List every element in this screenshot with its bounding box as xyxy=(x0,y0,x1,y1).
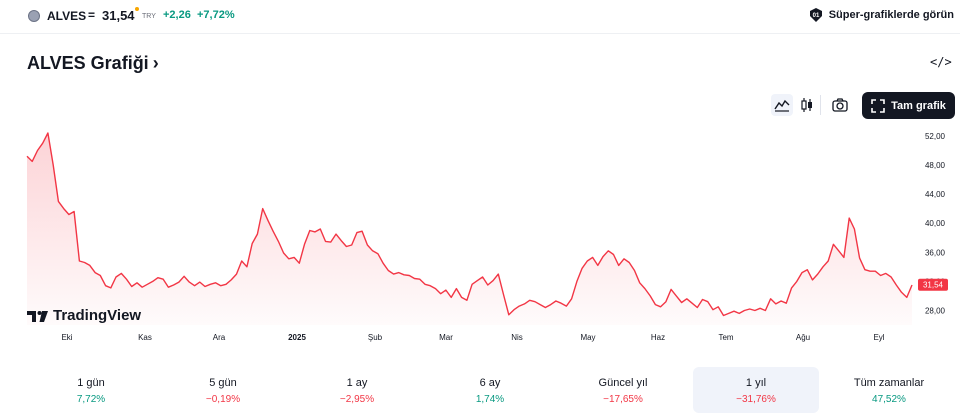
range-change: −0,19% xyxy=(205,394,241,405)
y-tick-label: 36,00 xyxy=(925,248,946,257)
y-tick-label: 40,00 xyxy=(925,219,946,228)
range-label: 5 gün xyxy=(209,377,237,389)
fullscreen-chart-button[interactable]: Tam grafik xyxy=(862,92,955,119)
range-label: 1 yıl xyxy=(745,377,767,389)
price-change-percent: +7,72% xyxy=(197,9,235,21)
last-price: 31,54 xyxy=(102,8,135,23)
chart-title: ALVES Grafiği xyxy=(27,53,149,73)
toolbar-divider xyxy=(820,95,821,115)
x-tick-label: Ağu xyxy=(796,333,810,342)
market-status-dot-icon xyxy=(135,7,139,11)
x-tick-label: Tem xyxy=(718,333,733,342)
symbol-header: ALVES = 31,54 TRY +2,26 +7,72% 01 Süper-… xyxy=(0,0,960,34)
area-chart-button[interactable] xyxy=(771,94,793,116)
x-tick-label: May xyxy=(580,333,595,342)
price-line xyxy=(26,132,913,317)
range-option[interactable]: 1 yıl −31,76% xyxy=(693,367,819,413)
symbol-logo-icon xyxy=(28,10,40,22)
period-performance-bar: 1 gün 7,72% 5 gün −0,19% 1 ay −2,95% 6 ay 1,74%… xyxy=(0,365,960,415)
range-change: −2,95% xyxy=(339,394,375,405)
camera-icon xyxy=(832,98,848,112)
range-label: 1 ay xyxy=(346,377,368,389)
candlestick-button[interactable] xyxy=(796,94,818,116)
range-option[interactable]: 5 gün −0,19% xyxy=(160,367,286,413)
y-tick-label: 48,00 xyxy=(925,161,946,170)
x-tick-label: Nis xyxy=(511,333,523,342)
symbol-name[interactable]: ALVES xyxy=(47,9,87,23)
currency-code: TRY xyxy=(142,13,156,20)
watermark-text: TradingView xyxy=(53,307,142,324)
svg-text:01: 01 xyxy=(812,13,819,19)
range-option[interactable]: 6 ay 1,74% xyxy=(427,367,553,413)
super-charts-label: Süper-grafiklerde görün xyxy=(828,9,954,21)
x-tick-label: Ara xyxy=(213,333,226,342)
y-tick-label: 44,00 xyxy=(925,190,946,199)
chart-title-link[interactable]: ALVES Grafiği › xyxy=(27,53,159,74)
price-change: +2,26 xyxy=(163,9,191,21)
range-option[interactable]: 1 ay −2,95% xyxy=(294,367,420,413)
range-change: 47,52% xyxy=(872,394,906,405)
range-change: 1,74% xyxy=(475,394,505,405)
x-tick-label: Şub xyxy=(368,333,383,342)
range-label: Güncel yıl xyxy=(598,377,648,389)
tradingview-logo-icon xyxy=(27,310,48,322)
range-change: −17,65% xyxy=(603,394,643,405)
y-tick-label: 52,00 xyxy=(925,132,946,141)
candlestick-icon xyxy=(801,98,812,112)
range-option[interactable]: 1 gün 7,72% xyxy=(28,367,154,413)
range-label: 1 gün xyxy=(77,377,105,389)
range-change: −31,76% xyxy=(736,394,776,405)
super-charts-link[interactable]: 01 Süper-grafiklerde görün xyxy=(808,7,954,23)
x-tick-label: Eki xyxy=(61,333,72,342)
range-option[interactable]: Tüm zamanlar 47,52% xyxy=(826,367,952,413)
x-tick-label: Eyl xyxy=(873,333,884,342)
range-label: Tüm zamanlar xyxy=(853,377,925,389)
range-option[interactable]: Güncel yıl −17,65% xyxy=(560,367,686,413)
x-tick-label: Mar xyxy=(439,333,453,342)
tradingview-watermark: TradingView xyxy=(27,307,141,324)
x-tick-label: Kas xyxy=(138,333,152,342)
last-price-marker xyxy=(918,278,948,291)
equals-sign: = xyxy=(88,8,96,22)
embed-code-icon[interactable]: </> xyxy=(930,55,952,69)
fullscreen-label: Tam grafik xyxy=(891,99,946,112)
area-chart-icon xyxy=(774,99,790,112)
x-tick-label: Haz xyxy=(651,333,665,342)
range-label: 6 ay xyxy=(479,377,501,389)
screenshot-button[interactable] xyxy=(829,94,851,116)
chevron-right-icon: › xyxy=(152,53,159,73)
x-tick-label: 2025 xyxy=(288,333,306,342)
range-change: 7,72% xyxy=(76,394,106,405)
super-charts-icon: 01 xyxy=(809,8,822,22)
last-price-label: 31,54 xyxy=(923,281,944,290)
price-area-fill xyxy=(27,133,912,325)
fullscreen-icon xyxy=(871,98,885,113)
y-tick-label: 28,00 xyxy=(925,307,946,316)
